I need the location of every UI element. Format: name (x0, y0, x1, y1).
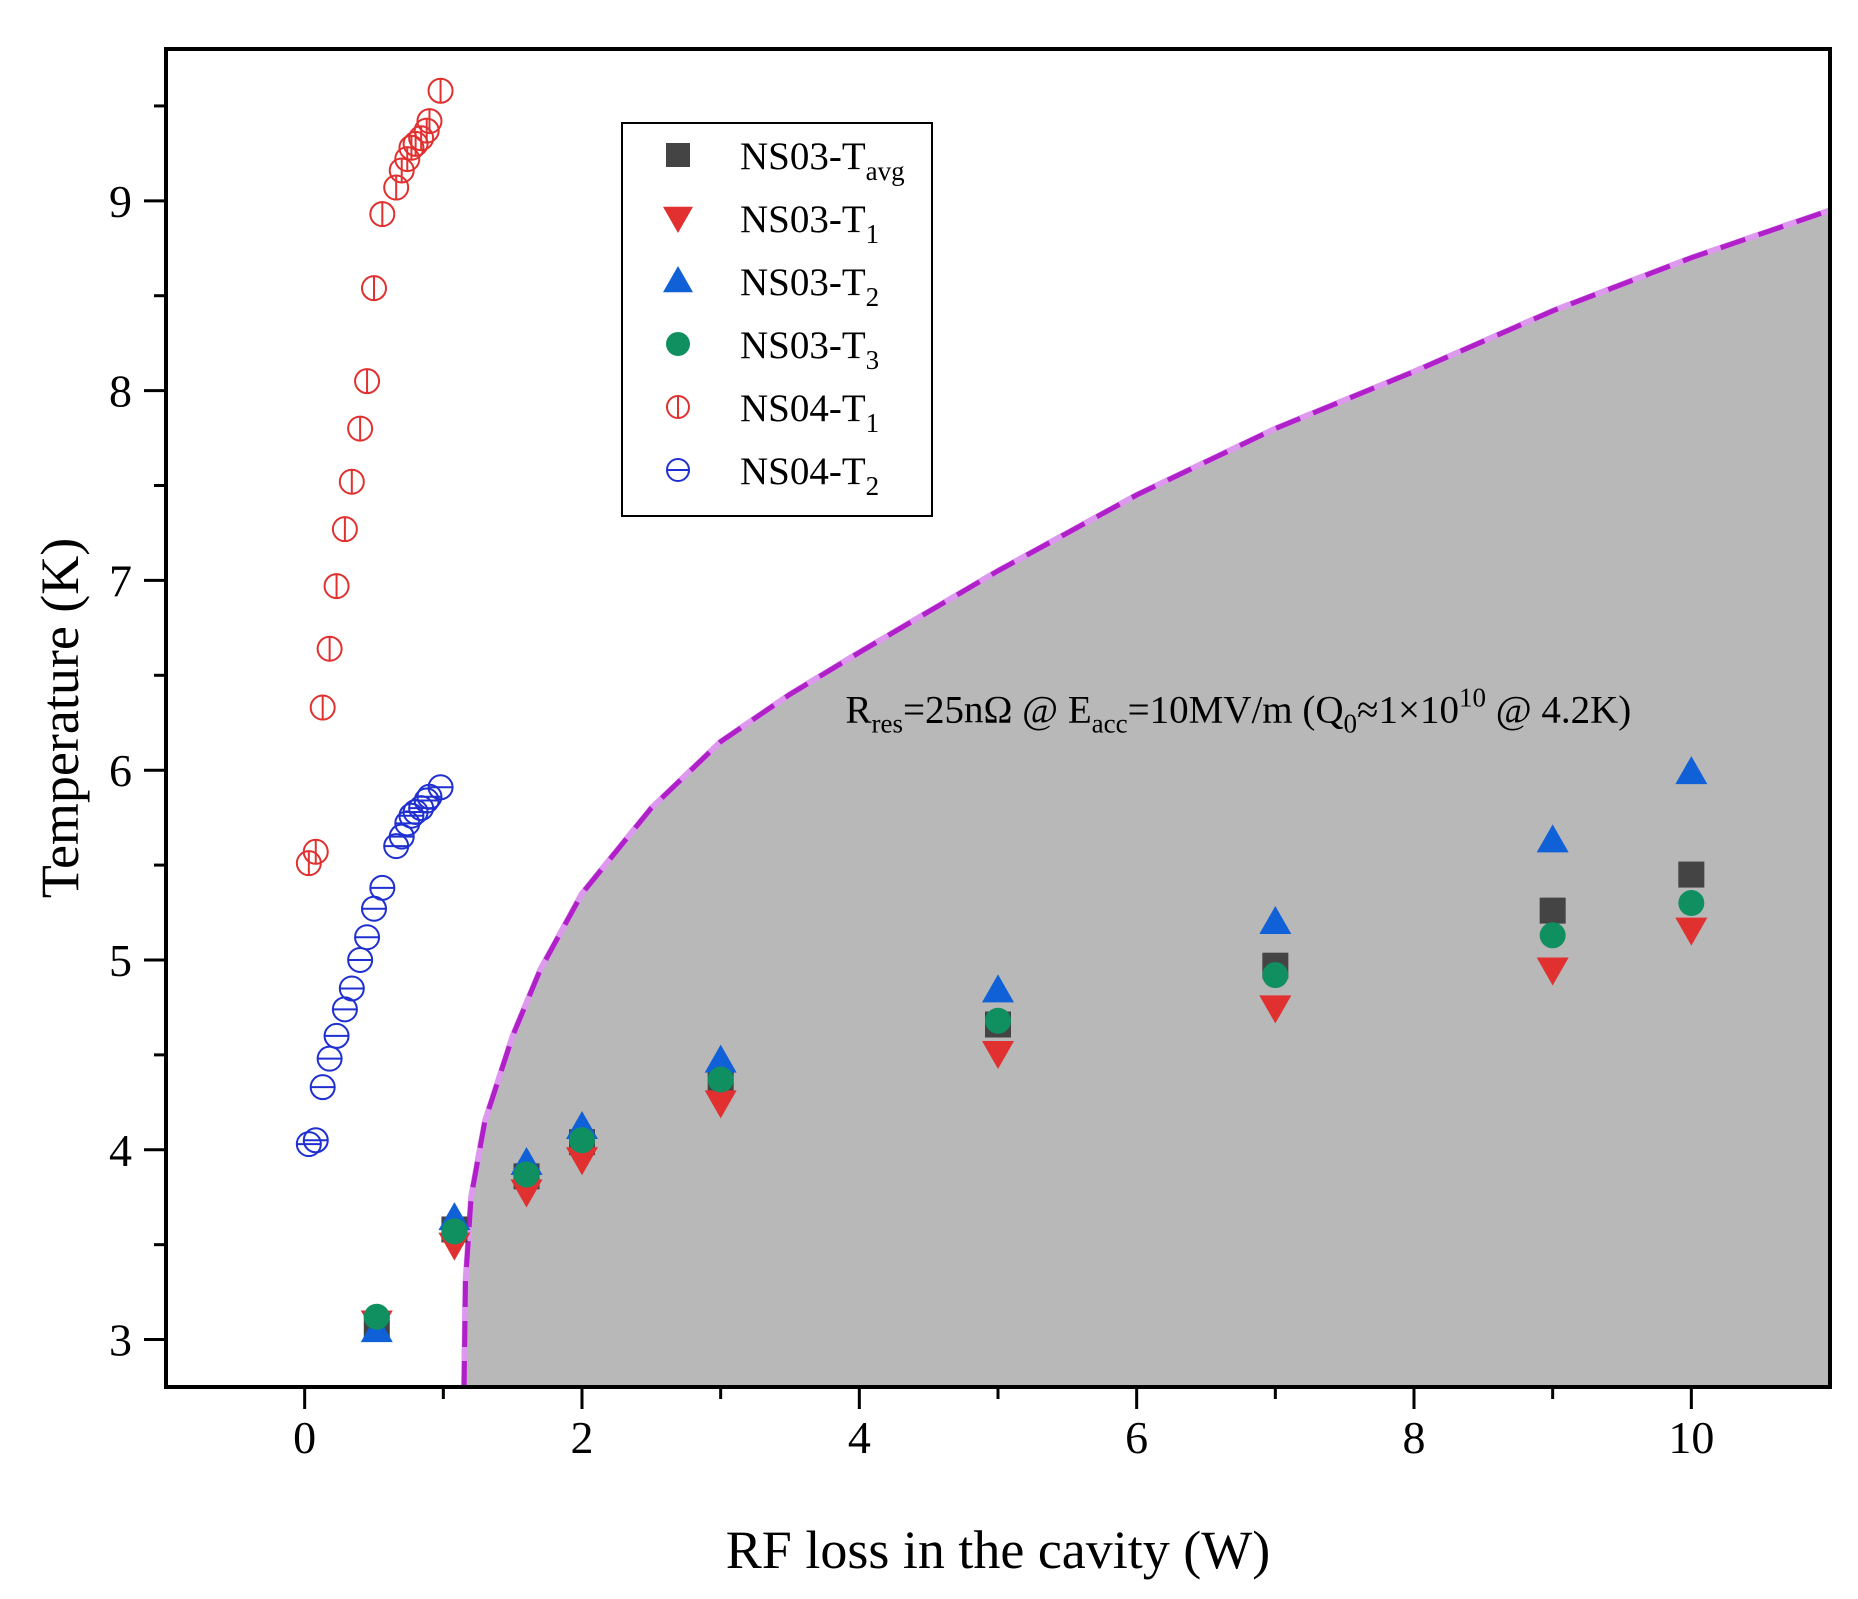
y-tick-label: 3 (109, 1315, 132, 1366)
data-points (295, 77, 1708, 1343)
data-point (1536, 824, 1569, 853)
series-4 (295, 77, 454, 877)
data-point (347, 415, 374, 442)
legend: NS03-Tavg NS03-T1 NS03-T2 NS03-T3 NS04-T1 NS0… (621, 122, 933, 517)
data-point (1539, 897, 1566, 924)
data-point (383, 833, 410, 860)
data-point (302, 838, 329, 865)
data-point (1262, 962, 1289, 989)
data-point (982, 974, 1014, 1003)
data-point (363, 1303, 390, 1330)
data-point (413, 117, 440, 144)
data-point (309, 694, 336, 721)
legend-label: NS03-T2 (740, 261, 879, 312)
data-point (309, 1074, 336, 1101)
y-tick-label: 6 (109, 745, 132, 796)
data-point (383, 174, 410, 201)
data-point (427, 77, 454, 104)
legend-marker (666, 395, 690, 419)
data-point (338, 975, 365, 1002)
data-point (316, 1045, 343, 1072)
series-5 (295, 774, 454, 1158)
data-point (1259, 995, 1292, 1024)
y-tick-label: 7 (109, 555, 132, 606)
data-point (354, 368, 381, 395)
legend-label: NS03-T1 (740, 198, 879, 249)
y-axis-label: Temperature (K) (30, 538, 90, 899)
data-point (1259, 906, 1292, 935)
data-point (331, 516, 358, 543)
legend-marker (666, 143, 690, 167)
legend-label: NS03-T3 (740, 324, 879, 375)
data-point (323, 573, 350, 600)
data-point (347, 946, 374, 973)
y-tick-label: 9 (109, 176, 132, 227)
legend-label: NS04-T1 (740, 387, 879, 438)
data-point (323, 1022, 350, 1049)
x-tick-label: 0 (293, 1412, 316, 1463)
x-tick-label: 10 (1668, 1412, 1714, 1463)
plot-frame (164, 47, 1832, 1389)
legend-marker (666, 458, 690, 482)
legend-marker (666, 332, 690, 356)
data-point (369, 201, 396, 228)
data-point (569, 1127, 595, 1154)
x-tick-label: 2 (571, 1412, 594, 1463)
data-point (427, 774, 454, 801)
data-point (704, 1044, 737, 1073)
shaded-area (464, 210, 1830, 1387)
data-point (416, 108, 443, 135)
data-point (354, 924, 381, 951)
x-axis-label: RF loss in the cavity (W) (726, 1520, 1270, 1580)
data-point (513, 1161, 540, 1188)
legend-box (621, 122, 933, 517)
data-point (985, 1007, 1011, 1034)
data-point (1678, 861, 1705, 888)
data-point (338, 468, 365, 495)
data-point (369, 874, 396, 901)
data-point (982, 1040, 1014, 1069)
data-point (566, 1147, 598, 1176)
y-tick-label: 8 (109, 366, 132, 417)
data-point (441, 1218, 468, 1245)
x-axis-ticks: 0 2 4 6 8 10 (293, 1387, 1714, 1463)
data-point (295, 1131, 322, 1158)
legend-marker (663, 266, 693, 293)
y-axis-ticks: 3 4 5 6 7 8 9 (109, 104, 166, 1366)
data-point (1675, 917, 1708, 946)
data-point (704, 1090, 737, 1119)
data-point (302, 1127, 329, 1154)
data-point (510, 1179, 543, 1208)
data-point (707, 1066, 734, 1093)
data-point (361, 275, 387, 302)
legend-label: NS03-Tavg (740, 135, 905, 186)
shaded-region (461, 207, 1830, 1387)
data-point (1536, 957, 1569, 986)
data-point (1675, 756, 1708, 785)
data-point (1539, 922, 1566, 949)
legend-marker (663, 206, 693, 233)
data-point (1678, 890, 1705, 917)
data-point (316, 635, 343, 662)
boundary-dashed-line (461, 207, 1830, 1387)
x-tick-label: 8 (1403, 1412, 1426, 1463)
y-tick-label: 4 (109, 1125, 132, 1176)
legend-label: NS04-T2 (740, 450, 879, 501)
x-tick-label: 6 (1125, 1412, 1148, 1463)
data-point (388, 823, 415, 850)
annotation-text: Rres=25nΩ @ Eacc=10MV/m (Q0≈1×1010 @ 4.2… (845, 683, 1631, 739)
series-3 (363, 890, 1705, 1330)
y-tick-label: 5 (109, 935, 132, 986)
x-tick-label: 4 (848, 1412, 871, 1463)
